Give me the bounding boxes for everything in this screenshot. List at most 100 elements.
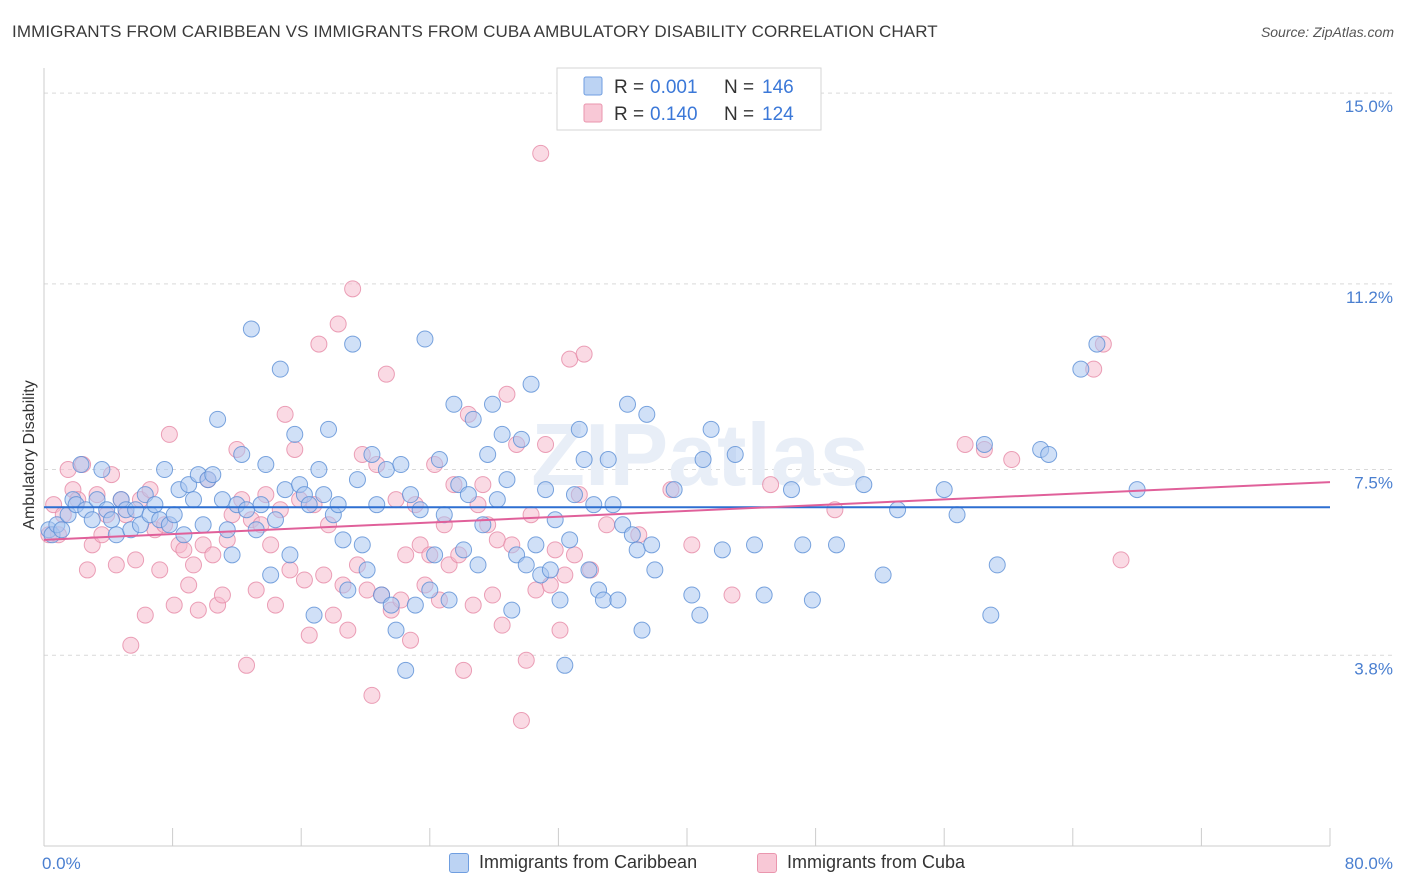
y-tick-label: 11.2% bbox=[1346, 288, 1393, 307]
caribbean-point bbox=[411, 501, 429, 519]
caribbean-point bbox=[633, 621, 651, 639]
caribbean-point bbox=[604, 496, 622, 514]
cuba-point bbox=[300, 626, 318, 644]
caribbean-point bbox=[746, 536, 764, 554]
caribbean-point bbox=[262, 566, 280, 584]
caribbean-point bbox=[107, 526, 125, 544]
caribbean-point bbox=[794, 536, 812, 554]
caribbean-point bbox=[512, 430, 530, 448]
cuba-point bbox=[683, 536, 701, 554]
caribbean-point bbox=[156, 461, 174, 479]
caribbean-point bbox=[488, 491, 506, 509]
cuba-point bbox=[532, 144, 550, 162]
legend-n-label-cuba: N = bbox=[724, 104, 754, 125]
cuba-trend-line bbox=[43, 481, 1331, 541]
caribbean-point bbox=[580, 561, 598, 579]
caribbean-point bbox=[982, 606, 1000, 624]
y-axis-title: Ambulatory Disability bbox=[21, 380, 38, 529]
legend-n-value-caribbean: 146 bbox=[762, 77, 794, 98]
axes-layer bbox=[43, 68, 1331, 847]
caribbean-point bbox=[646, 561, 664, 579]
caribbean-point bbox=[541, 561, 559, 579]
x-tick-label: 0.0% bbox=[42, 854, 81, 873]
cuba-point bbox=[180, 576, 198, 594]
caribbean-point bbox=[209, 410, 227, 428]
caribbean-point bbox=[469, 556, 487, 574]
legend-swatch-cuba bbox=[583, 103, 603, 123]
cuba-point bbox=[310, 335, 328, 353]
series-legend: Immigrants from Caribbean Immigrants fro… bbox=[0, 852, 1406, 878]
cuba-point bbox=[344, 280, 362, 298]
caribbean-point bbox=[416, 330, 434, 348]
caribbean-point bbox=[397, 661, 415, 679]
y-tick-label: 3.8% bbox=[1354, 659, 1393, 678]
caribbean-point bbox=[1088, 335, 1106, 353]
caribbean-point bbox=[479, 445, 497, 463]
cuba-point bbox=[339, 621, 357, 639]
cuba-point bbox=[213, 586, 231, 604]
cuba-point bbox=[122, 636, 140, 654]
caribbean-point bbox=[238, 501, 256, 519]
caribbean-point bbox=[546, 511, 564, 529]
caribbean-point bbox=[726, 445, 744, 463]
caribbean-point bbox=[935, 481, 953, 499]
legend-r-value-caribbean: 0.001 bbox=[650, 77, 698, 98]
cuba-point bbox=[546, 541, 564, 559]
caribbean-point bbox=[184, 491, 202, 509]
legend-r-value-cuba: 0.140 bbox=[650, 104, 698, 125]
caribbean-point bbox=[527, 536, 545, 554]
caribbean-point bbox=[392, 456, 410, 474]
caribbean-point bbox=[218, 521, 236, 539]
caribbean-point bbox=[594, 591, 612, 609]
caribbean-point bbox=[83, 511, 101, 529]
caribbean-point bbox=[402, 486, 420, 504]
legend-swatch-cuba-bottom bbox=[757, 852, 777, 873]
y-tick-label: 7.5% bbox=[1354, 474, 1393, 493]
cuba-point bbox=[127, 551, 145, 569]
cuba-point bbox=[329, 315, 347, 333]
caribbean-point bbox=[421, 581, 439, 599]
caribbean-point bbox=[1040, 445, 1058, 463]
caribbean-point bbox=[382, 596, 400, 614]
cuba-point bbox=[826, 501, 844, 519]
cuba-point bbox=[136, 606, 154, 624]
caribbean-point bbox=[638, 405, 656, 423]
x-tick-label: 80.0% bbox=[1345, 854, 1393, 873]
caribbean-point bbox=[257, 456, 275, 474]
cuba-point bbox=[723, 586, 741, 604]
cuba-point bbox=[512, 712, 530, 730]
caribbean-point bbox=[599, 451, 617, 469]
caribbean-point bbox=[503, 601, 521, 619]
cuba-point bbox=[324, 606, 342, 624]
caribbean-point bbox=[127, 501, 145, 519]
caribbean-point bbox=[305, 606, 323, 624]
cuba-point bbox=[556, 566, 574, 584]
cuba-point bbox=[402, 631, 420, 649]
caribbean-point bbox=[683, 586, 701, 604]
cuba-point bbox=[295, 571, 313, 589]
caribbean-point bbox=[609, 591, 627, 609]
caribbean-point bbox=[498, 471, 516, 489]
caribbean-point bbox=[585, 496, 603, 514]
caribbean-point bbox=[344, 335, 362, 353]
caribbean-point bbox=[165, 506, 183, 524]
cuba-point bbox=[474, 476, 492, 494]
caribbean-point bbox=[782, 481, 800, 499]
cuba-point bbox=[238, 656, 256, 674]
caribbean-point bbox=[242, 320, 260, 338]
caribbean-point bbox=[665, 481, 683, 499]
cuba-point bbox=[189, 601, 207, 619]
caribbean-point bbox=[430, 451, 448, 469]
caribbean-point bbox=[406, 596, 424, 614]
caribbean-point bbox=[988, 556, 1006, 574]
caribbean-point bbox=[223, 546, 241, 564]
labels-layer: 3.8% 7.5% 11.2% 15.0% 0.0% 80.0% Ambulatory Di… bbox=[21, 97, 1393, 873]
caribbean-point bbox=[233, 445, 251, 463]
caribbean-point bbox=[755, 586, 773, 604]
caribbean-point bbox=[334, 531, 352, 549]
cuba-point bbox=[165, 596, 183, 614]
legend-item-cuba[interactable]: Immigrants from Cuba bbox=[757, 852, 965, 873]
cuba-point bbox=[498, 385, 516, 403]
caribbean-point bbox=[271, 360, 289, 378]
legend-item-caribbean[interactable]: Immigrants from Caribbean bbox=[449, 852, 697, 873]
